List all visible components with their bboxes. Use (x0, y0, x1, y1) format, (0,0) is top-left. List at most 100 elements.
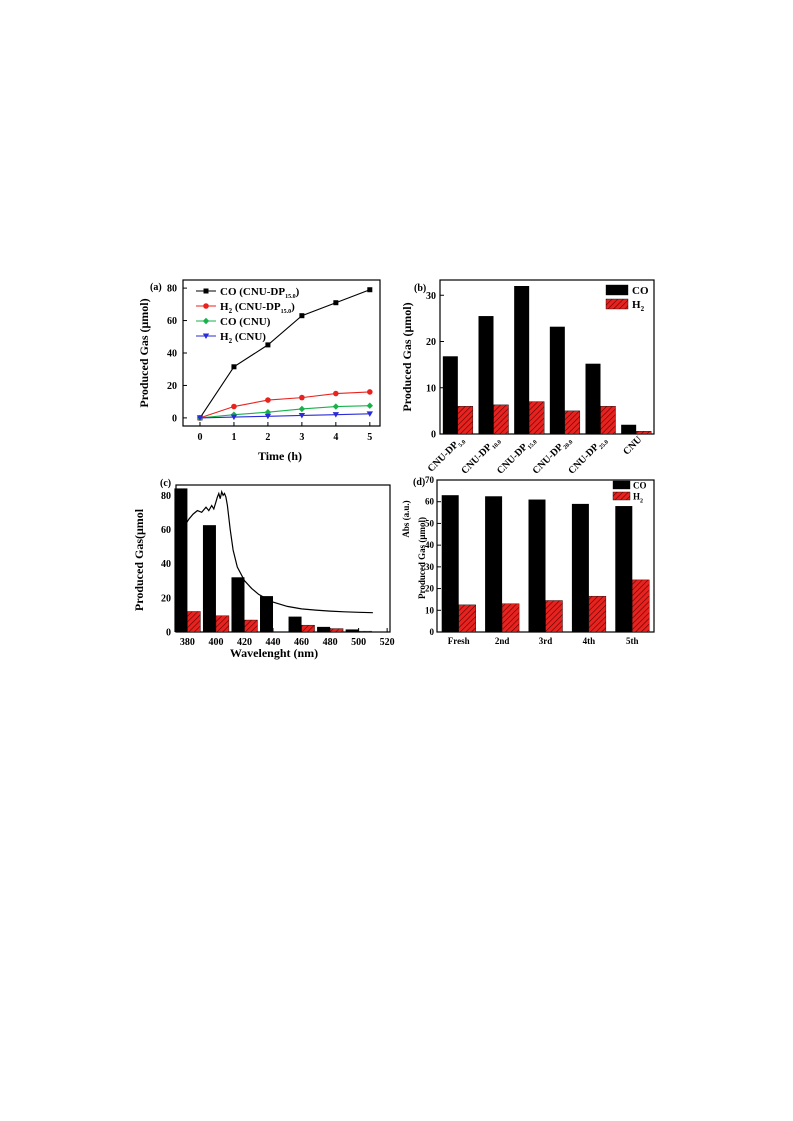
legend-label-sub: 15.0 (285, 294, 296, 300)
data-point (230, 414, 238, 421)
y-tick-label: 40 (161, 559, 171, 570)
legend-swatch (605, 284, 629, 296)
panel-d-secondary-axis-title: Abs (a.u.) (401, 500, 411, 537)
x-category-main: CNU-DP (459, 442, 494, 477)
legend-label-text: CO (632, 285, 649, 297)
x-category-label: 2nd (495, 636, 510, 646)
legend-label: H2 (632, 299, 645, 313)
data-point (298, 405, 306, 413)
panel-c-x-axis-title: Wavelenght (nm) (230, 646, 318, 660)
panel-a: (a) 0 20 40 60 80 0 1 2 3 4 5 Time (h) Produced G… (137, 279, 381, 463)
x-tick-label: 380 (180, 637, 195, 648)
bar-co (202, 525, 216, 632)
bar-co (485, 496, 503, 632)
panel-a-series (196, 287, 374, 422)
data-point (366, 411, 374, 417)
panel-c-bars (174, 488, 372, 633)
x-category-label: CNU (621, 434, 644, 457)
panel-a-x-axis-title: Time (h) (258, 449, 302, 463)
legend-label-text: (CNU) (232, 331, 266, 343)
bar-h2 (457, 406, 474, 435)
bar-co (528, 499, 546, 632)
bar-h2 (528, 401, 545, 435)
series-line-1 (199, 391, 370, 419)
y-tick-label: 20 (425, 584, 435, 594)
x-tick-label: 5 (367, 432, 372, 443)
data-point (367, 287, 373, 293)
legend-swatch (605, 298, 629, 310)
bar-h2 (493, 404, 509, 435)
bar-co (288, 616, 302, 632)
panel-a-y-axis-title: Produced Gas (μmol) (137, 298, 151, 407)
panel-d-label: (d) (413, 477, 425, 488)
x-category-sub: 5.0 (458, 439, 468, 449)
bar-co (317, 626, 331, 632)
data-point (265, 397, 271, 403)
y-tick-label: 80 (167, 284, 177, 295)
x-tick-label: 400 (208, 637, 223, 648)
panel-b-label: (b) (414, 283, 426, 294)
x-category-main: CNU-DP (495, 442, 530, 477)
x-tick-label: 440 (266, 637, 281, 648)
x-tick-label: 4 (333, 432, 338, 443)
panel-b-bars (442, 286, 652, 435)
panel-d-y-ticks: 0 10 20 30 40 50 60 70 (425, 475, 441, 637)
y-tick-label: 80 (161, 491, 171, 502)
x-category-label: Fresh (448, 636, 470, 646)
legend-marker (202, 333, 210, 339)
legend-swatch (612, 491, 631, 501)
legend-label-text: CO (CNU-DP (220, 286, 285, 298)
data-point (367, 389, 373, 395)
y-tick-label: 20 (161, 593, 171, 604)
y-tick-label: 0 (166, 628, 171, 639)
data-point (298, 412, 306, 419)
panel-b-legend: CO H2 (605, 284, 649, 313)
x-category-sub: 25.0 (598, 439, 610, 451)
series-line-2 (199, 405, 370, 419)
panel-c-label: (c) (160, 478, 171, 489)
x-tick-label: 1 (231, 432, 236, 443)
y-tick-label: 30 (425, 562, 435, 572)
bar-co (549, 326, 565, 434)
x-category-sub: 20.0 (563, 439, 575, 451)
legend-label: CO (CNU) (220, 316, 271, 328)
panel-b-y-axis-title: Produced Gas (μmol) (400, 302, 414, 411)
x-tick-label: 2 (265, 432, 270, 443)
legend-label-text: H (632, 299, 641, 311)
legend-label-text: (CNU-DP (232, 301, 281, 313)
data-point (332, 412, 340, 418)
x-category-main: CNU-DP (531, 442, 566, 477)
x-tick-label: 500 (351, 637, 366, 648)
bar-co (571, 503, 589, 632)
data-point (333, 390, 339, 397)
bar-co (478, 316, 494, 434)
x-tick-label: 460 (294, 637, 309, 648)
panel-a-frame (182, 279, 381, 427)
bar-h2 (501, 603, 520, 633)
bar-co (174, 488, 188, 632)
bar-co (621, 424, 637, 434)
panel-b-frame (439, 279, 655, 435)
x-category-main: CNU-DP (566, 442, 601, 477)
x-tick-label: 480 (323, 637, 338, 648)
y-tick-label: 50 (425, 518, 435, 528)
x-category-label: 4th (583, 636, 596, 646)
panel-d-x-labels: Fresh 2nd 3rd 4th 5th (448, 636, 639, 646)
y-tick-label: 30 (426, 291, 436, 302)
legend-label-text: ) (291, 301, 295, 313)
bar-h2 (329, 628, 344, 633)
legend-label-text: H (220, 331, 229, 343)
data-point (265, 342, 271, 348)
series-line-3 (199, 413, 370, 419)
data-point (299, 313, 305, 319)
bar-co (514, 286, 530, 434)
legend-marker (203, 303, 209, 309)
x-category-label: 3rd (539, 636, 553, 646)
legend-label-sub: 2 (641, 305, 645, 313)
panel-d-bars (441, 495, 650, 633)
y-tick-label: 40 (425, 540, 435, 550)
y-tick-label: 10 (426, 383, 436, 394)
